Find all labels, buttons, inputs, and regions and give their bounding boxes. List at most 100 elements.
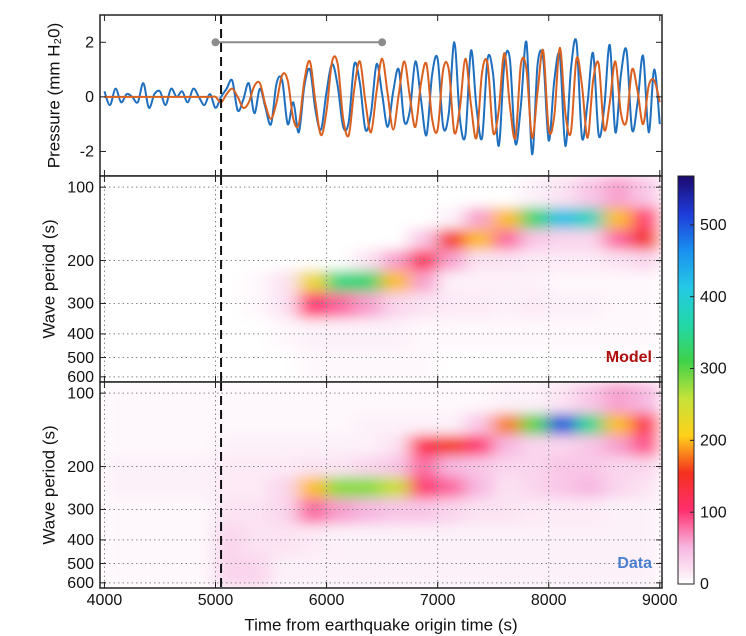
span-end xyxy=(211,38,220,47)
heatmap-cell xyxy=(575,382,605,415)
heatmap-cell xyxy=(575,318,605,352)
heatmap-cell xyxy=(353,524,383,558)
heatmap-cell xyxy=(409,556,439,588)
heatmap-cell xyxy=(159,318,189,352)
y-axis-label: Wave period (s) xyxy=(39,425,58,544)
heatmap-cell xyxy=(159,292,189,320)
heatmap-cell xyxy=(326,455,355,478)
heatmap-cell xyxy=(409,350,439,382)
heatmap-cell xyxy=(215,318,244,352)
heatmap-cell xyxy=(492,413,522,437)
heatmap-cell xyxy=(270,524,300,558)
series-line xyxy=(104,46,661,140)
heatmap-cell xyxy=(464,556,494,588)
heatmap-cell xyxy=(159,270,189,294)
heatmap-cell xyxy=(409,524,439,558)
heatmap-cell xyxy=(242,207,272,231)
heatmap-cell xyxy=(409,382,439,415)
heatmap-cell xyxy=(520,350,550,382)
heatmap-cell xyxy=(437,318,466,352)
heatmap-cell xyxy=(242,524,272,558)
heatmap-cell xyxy=(298,350,328,382)
heatmap-cell xyxy=(242,455,272,478)
heatmap-cell xyxy=(326,350,355,382)
heatmap-cell xyxy=(409,476,439,500)
heatmap-cell xyxy=(326,498,355,526)
y-tick-label: 100 xyxy=(67,385,94,402)
y-axis-label: Pressure (mm H₂0) xyxy=(44,23,63,168)
heatmap-cell xyxy=(437,524,466,558)
heatmap-cell xyxy=(159,498,189,526)
span-end xyxy=(378,38,387,47)
heatmap-cell xyxy=(437,476,466,500)
plot-area xyxy=(100,38,662,156)
heatmap-cell xyxy=(548,498,577,526)
heatmap-cell xyxy=(437,207,466,231)
heatmap-cell xyxy=(353,249,383,272)
x-tick-label: 6000 xyxy=(309,592,345,609)
heatmap-cell xyxy=(548,455,577,478)
heatmap-cell xyxy=(548,249,577,272)
heatmap xyxy=(100,382,662,588)
heatmap-cell xyxy=(353,413,383,437)
heatmap-cell xyxy=(159,455,189,478)
heatmap-cell xyxy=(464,413,494,437)
heatmap-cell xyxy=(492,498,522,526)
heatmap-cell xyxy=(520,476,550,500)
heatmap-cell xyxy=(215,207,244,231)
colorbar xyxy=(677,175,695,585)
heatmap-cell xyxy=(187,413,217,437)
heatmap-cell xyxy=(215,498,244,526)
heatmap-cell xyxy=(103,350,133,382)
heatmap-cell xyxy=(103,292,133,320)
series-line xyxy=(103,38,661,156)
heatmap-cell xyxy=(464,292,494,320)
y-tick-label: -2 xyxy=(80,144,94,161)
heatmap-cell xyxy=(187,498,217,526)
heatmap-cell xyxy=(603,435,633,457)
colorbar-tick-label: 500 xyxy=(700,217,727,234)
heatmap-cell xyxy=(492,455,522,478)
heatmap-cell xyxy=(270,318,300,352)
heatmap-cell xyxy=(326,524,355,558)
heatmap-cell xyxy=(409,270,439,294)
heatmap-cell xyxy=(215,292,244,320)
heatmap-cell xyxy=(215,229,244,251)
heatmap-cell xyxy=(131,556,161,588)
heatmap-cell xyxy=(353,207,383,231)
heatmap-cell xyxy=(409,455,439,478)
heatmap-cell xyxy=(603,413,633,437)
heatmap-cell xyxy=(159,176,189,209)
heatmap-cell xyxy=(631,229,661,251)
heatmap-cell xyxy=(464,229,494,251)
heatmap-cell xyxy=(326,318,355,352)
heatmap-cell xyxy=(298,292,328,320)
plot-area xyxy=(100,382,662,588)
heatmap-cell xyxy=(270,413,300,437)
heatmap-cell xyxy=(131,292,161,320)
y-tick-label: 400 xyxy=(67,532,94,549)
heatmap-cell xyxy=(326,207,355,231)
heatmap-cell xyxy=(103,498,133,526)
heatmap-cell xyxy=(298,207,328,231)
heatmap-cell xyxy=(298,413,328,437)
heatmap-cell xyxy=(353,498,383,526)
heatmap-cell xyxy=(131,476,161,500)
heatmap-cell xyxy=(298,524,328,558)
heatmap-cell xyxy=(187,229,217,251)
heatmap-cell xyxy=(131,318,161,352)
heatmap-cell xyxy=(492,318,522,352)
heatmap-cell xyxy=(437,556,466,588)
y-tick-label: 400 xyxy=(67,326,94,343)
heatmap-cell xyxy=(603,176,633,209)
heatmap-cell xyxy=(437,498,466,526)
heatmap-cell xyxy=(353,292,383,320)
heatmap-cell xyxy=(464,524,494,558)
heatmap-cell xyxy=(215,270,244,294)
heatmap-cell xyxy=(270,176,300,209)
heatmap-cell xyxy=(353,350,383,382)
heatmap-cell xyxy=(353,229,383,251)
heatmap-cell xyxy=(215,249,244,272)
heatmap-cell xyxy=(464,318,494,352)
heatmap-cell xyxy=(242,229,272,251)
